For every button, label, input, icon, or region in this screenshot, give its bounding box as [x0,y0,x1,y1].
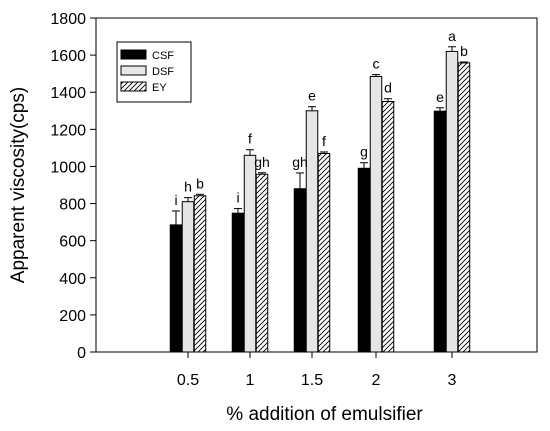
y-tick-label: 1600 [50,48,86,65]
significance-label: i [174,192,177,208]
bar-dsf [369,75,383,353]
bar-ey [255,173,269,353]
significance-label: b [196,175,204,191]
legend-label-csf: CSF [152,50,174,62]
bar-csf [433,110,447,353]
significance-label: gh [254,154,270,170]
significance-label: e [436,89,444,105]
significance-label: b [460,43,468,59]
significance-label: f [248,131,252,147]
x-tick-label: 1.5 [301,372,323,389]
x-tick-label: 2 [372,372,381,389]
bar-ey [317,152,331,353]
y-tick-label: 200 [59,308,86,325]
significance-label: c [373,56,380,72]
significance-label: i [236,190,239,206]
bars [169,50,471,353]
bar-ey [457,62,471,353]
legend: CSF DSF EY [116,41,192,103]
significance-label: gh [292,154,308,170]
y-axis-title: Apparent viscosity(cps) [8,87,29,283]
bar-dsf [243,154,257,353]
bar-dsf [305,110,319,353]
significance-label: a [448,28,456,44]
y-tick-label: 0 [77,345,86,362]
y-tick-label: 600 [59,234,86,251]
y-tick-label: 1800 [50,11,86,28]
bar-csf [357,167,371,353]
y-tick-label: 1200 [50,122,86,139]
significance-label: h [184,179,192,195]
significance-label: f [322,133,326,149]
legend-swatch-dsf [120,65,147,76]
x-axis-title: % addition of emulsifier [226,404,423,425]
significance-label: d [384,80,392,96]
y-tick-label: 400 [59,271,86,288]
legend-swatch-csf [120,49,147,60]
significance-label: g [360,144,368,160]
y-tick-label: 1400 [50,85,86,102]
bar-ey [381,101,395,353]
bar-csf [231,212,245,353]
x-tick-label: 0.5 [177,372,199,389]
legend-swatch-ey [120,81,147,92]
x-axis-ticks: 0.5 1 1.5 2 3 [177,352,457,389]
legend-label-ey: EY [152,82,167,94]
x-tick-label: 1 [246,372,255,389]
bar-ey [193,195,207,353]
error-bars [172,46,468,225]
x-tick-label: 3 [448,372,457,389]
significance-label: e [308,88,316,104]
bar-csf [169,224,183,353]
legend-label-dsf: DSF [152,66,174,78]
bar-dsf [445,50,459,353]
y-axis-ticks: 0 200 400 600 800 1000 1200 1400 1600 1800 [50,11,96,362]
y-tick-label: 800 [59,197,86,214]
bar-dsf [181,201,195,353]
bar-csf [293,188,307,353]
y-tick-label: 1000 [50,159,86,176]
